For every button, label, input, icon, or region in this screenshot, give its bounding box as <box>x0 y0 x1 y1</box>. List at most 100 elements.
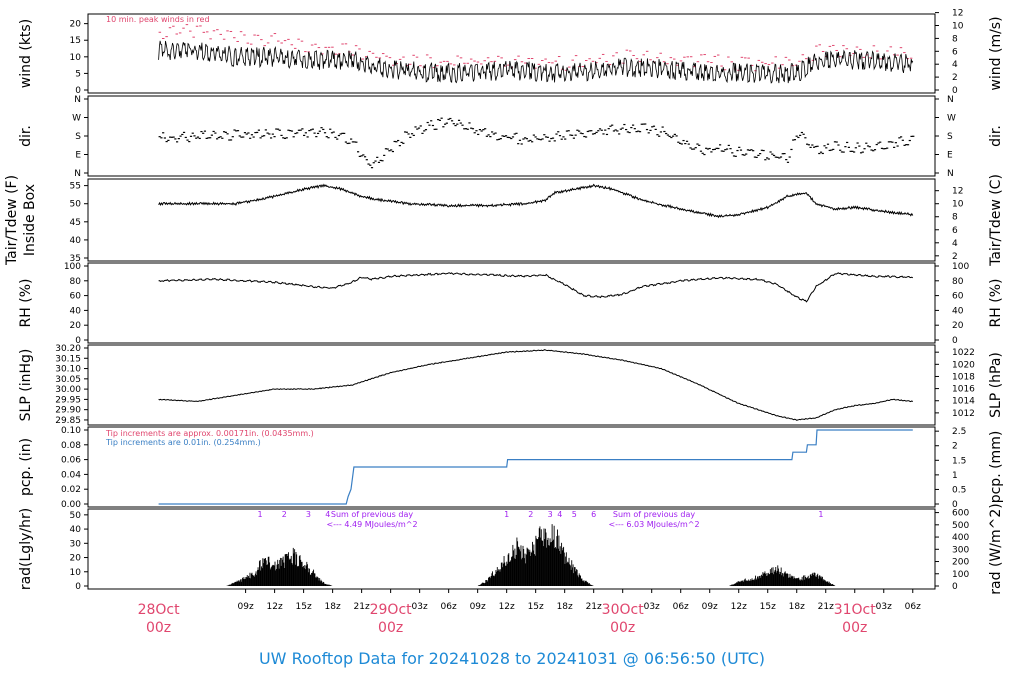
wind-left-tick-label: 15 <box>70 36 81 46</box>
x-tick-label: 03z <box>412 602 428 612</box>
rad-right-tick-label: 100 <box>952 570 969 580</box>
dir-left-tick-label: N <box>74 95 81 105</box>
slp-left-tick-label: 30.10 <box>55 365 81 375</box>
wind-right-tick-label: 6 <box>952 47 958 57</box>
temp-ylabel-right: Tair/Tdew (C) <box>988 174 1004 267</box>
rh-frame <box>87 262 936 344</box>
rad-peak-label: 2 <box>282 510 287 519</box>
rh-right-tick-label: 0 <box>952 336 958 346</box>
pcp-right-tick-label: 1 <box>952 471 958 481</box>
rh-line <box>158 272 914 303</box>
x-tick-label: 09z <box>238 602 254 612</box>
rad-right-tick-label: 300 <box>952 545 969 555</box>
rad-peak-label: 4 <box>557 510 562 519</box>
temp-ylabel-left: Inside Box <box>22 184 38 256</box>
pcp-right-tick-label: 0.5 <box>952 485 966 495</box>
rh-left-tick-label: 80 <box>70 277 82 287</box>
slp-right-tick-label: 1022 <box>952 348 975 358</box>
wind-annotation: 10 min. peak winds in red <box>106 15 210 24</box>
wind-left-tick-label: 20 <box>70 20 82 30</box>
day-label-date: 28Oct <box>138 602 181 618</box>
day-label: 28Oct 00z <box>138 602 181 636</box>
temp-right-tick-label: 6 <box>952 226 958 236</box>
pcp-left-tick-label: 0.06 <box>61 456 81 466</box>
rh-left-tick-label: 0 <box>75 336 81 346</box>
rad-right-tick-label: 400 <box>952 533 969 543</box>
dir-left-tick-label: N <box>74 169 81 179</box>
rad-left-tick-label: 30 <box>70 539 82 549</box>
x-tick-label: 18z <box>557 602 573 612</box>
wind-left-tick-label: 10 <box>70 53 82 63</box>
temp-ylabel-left: Tair/Tdew (F) <box>4 175 20 266</box>
rad-peak-label: 5 <box>572 510 577 519</box>
temp-left-tick-label: 45 <box>70 218 81 228</box>
rad-right-tick-label: 200 <box>952 558 969 568</box>
rad-peak-label: 1 <box>258 510 263 519</box>
rh-left-tick-label: 100 <box>64 262 81 272</box>
pcp-right-tick-label: 1.5 <box>952 456 966 466</box>
rad-peak-label: 1 <box>504 510 509 519</box>
pcp-left-tick-label: 0.08 <box>61 441 81 451</box>
slp-left-tick-label: 30.05 <box>55 375 81 385</box>
pcp-left-tick-label: 0.10 <box>61 426 81 436</box>
pcp-annotation-blue: Tip increments are 0.01in. (0.254mm.) <box>105 438 261 447</box>
wind-ylabel-left: wind (kts) <box>18 19 34 88</box>
x-tick-label: 15z <box>528 602 544 612</box>
pcp-left-tick-label: 0.04 <box>61 470 81 480</box>
rad-right-tick-label: 600 <box>952 509 969 519</box>
wind-left-tick-label: 5 <box>75 69 81 79</box>
dir-frame <box>87 95 936 177</box>
rh-right-tick-label: 20 <box>952 321 964 331</box>
rh-right-tick-label: 100 <box>952 262 969 272</box>
x-tick-label: 21z <box>586 602 602 612</box>
slp-left-tick-label: 29.95 <box>55 395 81 405</box>
wind-right-tick-label: 0 <box>952 86 958 96</box>
x-tick-label: 18z <box>325 602 341 612</box>
footer-title: UW Rooftop Data for 20241028 to 20241031… <box>259 649 765 668</box>
temp-line <box>158 183 914 219</box>
pcp-line <box>158 429 913 505</box>
rh-right-tick-label: 40 <box>952 306 964 316</box>
rad-peak-label: 4 <box>325 510 330 519</box>
wind-frame <box>87 13 936 94</box>
rh-left-tick-label: 20 <box>70 321 82 331</box>
slp-left-tick-label: 29.90 <box>55 406 81 416</box>
pcp-right-tick-label: 2.5 <box>952 427 966 437</box>
x-tick-label: 21z <box>354 602 370 612</box>
pcp-annotation-red: Tip increments are approx. 0.00171in. (0… <box>105 429 314 438</box>
x-tick-label: 06z <box>441 602 457 612</box>
wind-ylabel-right: wind (m/s) <box>988 16 1004 90</box>
rad-ylabel-right: rad (W/m^2) <box>988 503 1004 594</box>
day-label-date: 31Oct <box>834 602 877 618</box>
x-tick-label: 12z <box>731 602 747 612</box>
x-tick-label: 06z <box>673 602 689 612</box>
slp-ylabel-left: SLP (inHg) <box>18 349 34 422</box>
rad-left-tick-label: 0 <box>75 582 81 592</box>
rh-ylabel-right: RH (%) <box>988 279 1004 328</box>
pcp-frame <box>87 426 936 508</box>
rad-left-tick-label: 50 <box>70 511 82 521</box>
temp-right-tick-label: 10 <box>952 200 964 210</box>
rad-sum-label: Sum of previous day <box>613 510 695 519</box>
dir-ylabel-left: dir. <box>18 125 34 147</box>
pcp-left-tick-label: 0.00 <box>61 500 81 510</box>
rad-peak-label: 6 <box>591 510 596 519</box>
time-axis: 09z 12z 15z 18z 21z 03z 06z 09z 12z 15z 18z 21z 03z 0… <box>138 589 921 636</box>
day-label-time: 00z <box>610 620 635 636</box>
x-tick-label: 03z <box>876 602 892 612</box>
day-label: 31Oct 00z <box>834 602 877 636</box>
pcp-ylabel-left: pcp. (in) <box>18 438 34 496</box>
temp-right-tick-label: 2 <box>952 252 958 262</box>
x-tick-label: 03z <box>644 602 660 612</box>
wind-right-tick-label: 2 <box>952 73 958 83</box>
slp-right-tick-label: 1014 <box>952 397 975 407</box>
x-tick-label: 21z <box>818 602 834 612</box>
slp-left-tick-label: 30.15 <box>55 354 81 364</box>
day-label-date: 30Oct <box>602 602 645 618</box>
slp-frame <box>87 344 936 426</box>
wind-right-tick-label: 4 <box>952 60 958 70</box>
slp-left-tick-label: 29.85 <box>55 416 81 426</box>
rh-left-tick-label: 40 <box>70 306 82 316</box>
rad-peak-label: 3 <box>548 510 553 519</box>
